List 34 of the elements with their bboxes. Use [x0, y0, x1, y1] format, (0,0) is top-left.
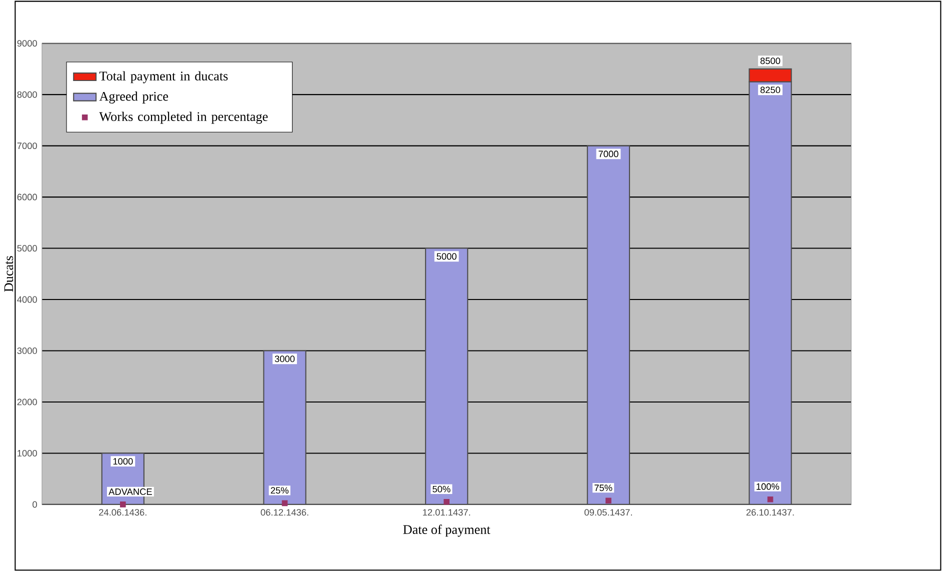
data-label: 8250: [760, 86, 780, 93]
y-tick-label: 0: [32, 500, 37, 508]
x-tick-label: 12.01.1437.: [423, 508, 470, 516]
x-tick-label: 26.10.1437.: [746, 508, 794, 516]
data-label: ADVANCE: [108, 488, 152, 495]
data-label: 7000: [598, 150, 618, 157]
data-label: 1000: [113, 458, 133, 464]
y-tick-label: 4000: [17, 296, 37, 303]
y-tick-label: 5000: [17, 244, 37, 252]
y-axis-title: Ducats: [4, 256, 14, 292]
legend-label: Agreed price: [99, 91, 168, 104]
bar: [263, 350, 306, 505]
data-label: 75%: [594, 484, 612, 491]
y-tick-label: 6000: [17, 194, 37, 200]
y-tick-label: 3000: [17, 347, 37, 354]
y-tick-label: 7000: [17, 142, 37, 149]
x-tick-label: 06.12.1436.: [260, 508, 308, 516]
legend-label: Total payment in ducats: [99, 71, 228, 83]
x-tick-label: 09.05.1437.: [584, 508, 632, 516]
y-tick-label: 1000: [18, 450, 37, 456]
bar: [425, 248, 468, 505]
data-label: 50%: [432, 486, 450, 492]
data-label: 3000: [274, 355, 295, 362]
y-tick-label: 8000: [17, 91, 37, 98]
x-tick-label: 24.06.1436.: [99, 508, 146, 516]
data-label: 25%: [270, 486, 288, 494]
data-label: 5000: [436, 252, 456, 260]
total-label: 8500: [760, 57, 780, 64]
data-label: 100%: [756, 483, 780, 490]
y-tick-label: 2000: [17, 398, 37, 406]
bar: [586, 145, 630, 505]
y-tick-label: 9000: [17, 40, 37, 46]
legend-label: Works completed in percentage: [99, 112, 268, 124]
x-axis-title: Date of payment: [403, 524, 490, 536]
